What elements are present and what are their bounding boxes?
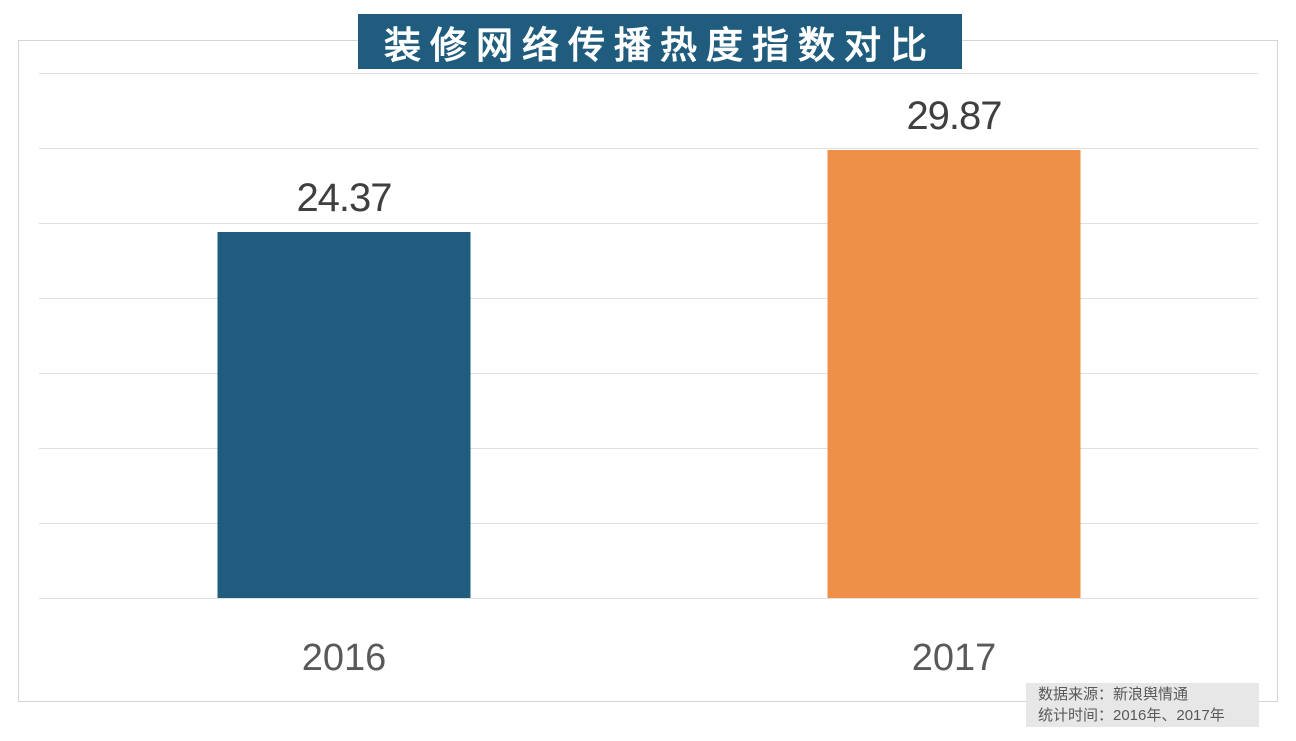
gridline	[39, 598, 1258, 599]
category-label-2016: 2016	[301, 637, 387, 679]
gridline	[39, 373, 1258, 374]
category-slot-2016: 24.37 2016	[39, 73, 649, 679]
gridline	[39, 298, 1258, 299]
plot-area: 24.37 2016 29.87 2017	[39, 73, 1259, 679]
bar-2017	[827, 150, 1081, 598]
chart-title-banner: 装修网络传播热度指数对比	[358, 14, 962, 69]
category-label-2017: 2017	[911, 637, 997, 679]
gridline	[39, 448, 1258, 449]
value-label-2017: 29.87	[906, 94, 1002, 138]
gridline	[39, 73, 1258, 74]
gridline	[39, 523, 1258, 524]
source-note-line2: 统计时间：2016年、2017年	[1038, 707, 1225, 724]
category-slot-2017: 29.87 2017	[649, 73, 1259, 679]
gridline	[39, 148, 1258, 149]
gridline	[39, 223, 1258, 224]
source-note: 数据来源：新浪舆情通 统计时间：2016年、2017年	[1026, 683, 1259, 727]
value-label-2016: 24.37	[296, 176, 392, 220]
bar-2016	[217, 232, 471, 598]
chart-title: 装修网络传播热度指数对比	[384, 24, 936, 66]
source-note-line1: 数据来源：新浪舆情通	[1038, 686, 1189, 703]
